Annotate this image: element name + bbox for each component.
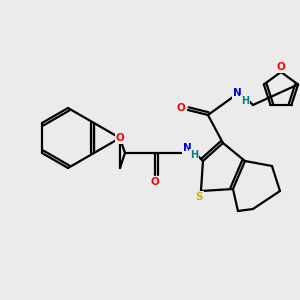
Text: O: O: [151, 177, 159, 187]
Text: N: N: [183, 143, 191, 153]
Text: O: O: [177, 103, 185, 113]
Text: H: H: [241, 96, 249, 106]
Text: O: O: [116, 133, 124, 143]
Text: H: H: [190, 150, 198, 160]
Text: S: S: [195, 192, 203, 202]
Text: O: O: [277, 62, 285, 72]
Text: N: N: [232, 88, 241, 98]
Text: O: O: [116, 133, 124, 143]
